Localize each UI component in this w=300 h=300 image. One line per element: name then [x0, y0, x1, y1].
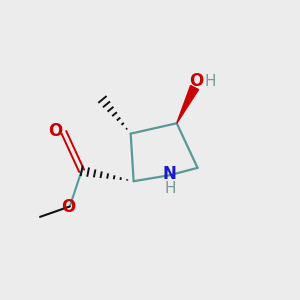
Text: N: N	[163, 165, 177, 183]
Polygon shape	[177, 85, 199, 123]
Text: O: O	[48, 122, 62, 140]
Text: O: O	[61, 198, 75, 216]
Text: H: H	[164, 181, 176, 196]
Text: O: O	[189, 72, 203, 90]
Text: H: H	[204, 74, 216, 88]
